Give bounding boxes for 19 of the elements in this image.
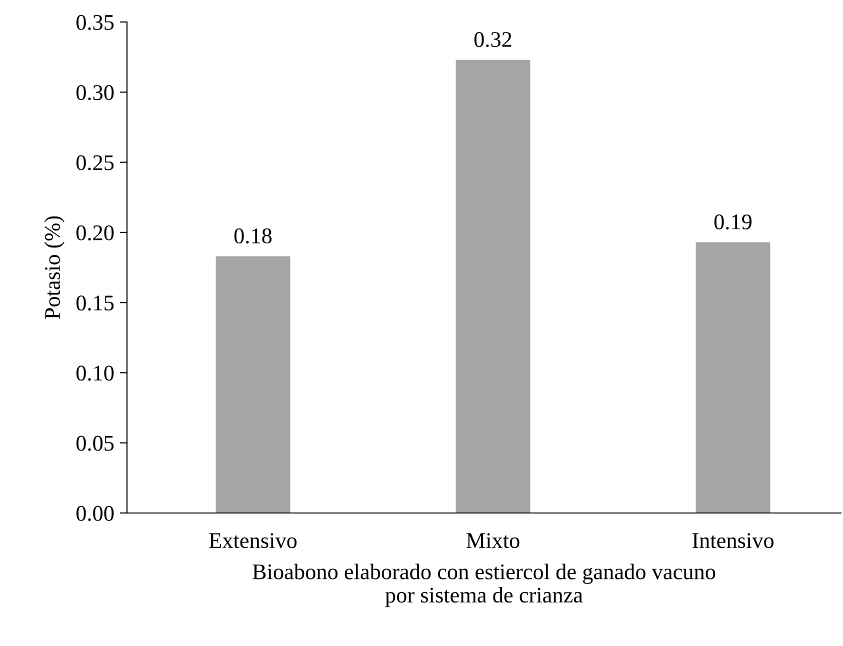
y-tick-label: 0.15 [76, 296, 114, 311]
data-label: 0.19 [714, 214, 752, 230]
y-tick-label: 0.10 [76, 366, 114, 381]
y-tick-label: 0.30 [76, 85, 114, 100]
x-tick-label: Intensivo [692, 533, 774, 548]
y-tick-label: 0.25 [76, 155, 114, 170]
x-axis-title: Bioabono elaborado con estiercol de ganado vacuno por sistema de crianza [252, 564, 716, 608]
bar [216, 256, 290, 513]
y-tick-label: 0.00 [76, 506, 114, 522]
y-axis-title: Potasio (%) [44, 216, 64, 320]
data-label: 0.32 [474, 32, 512, 48]
bar [696, 242, 770, 513]
x-tick-label: Extensivo [209, 533, 297, 548]
x-tick-label: Mixto [466, 533, 520, 548]
bar [456, 60, 530, 513]
y-tick-label: 0.05 [76, 436, 114, 451]
data-label: 0.18 [234, 228, 272, 244]
y-tick-label: 0.20 [76, 225, 114, 240]
y-tick-label: 0.35 [76, 14, 114, 30]
